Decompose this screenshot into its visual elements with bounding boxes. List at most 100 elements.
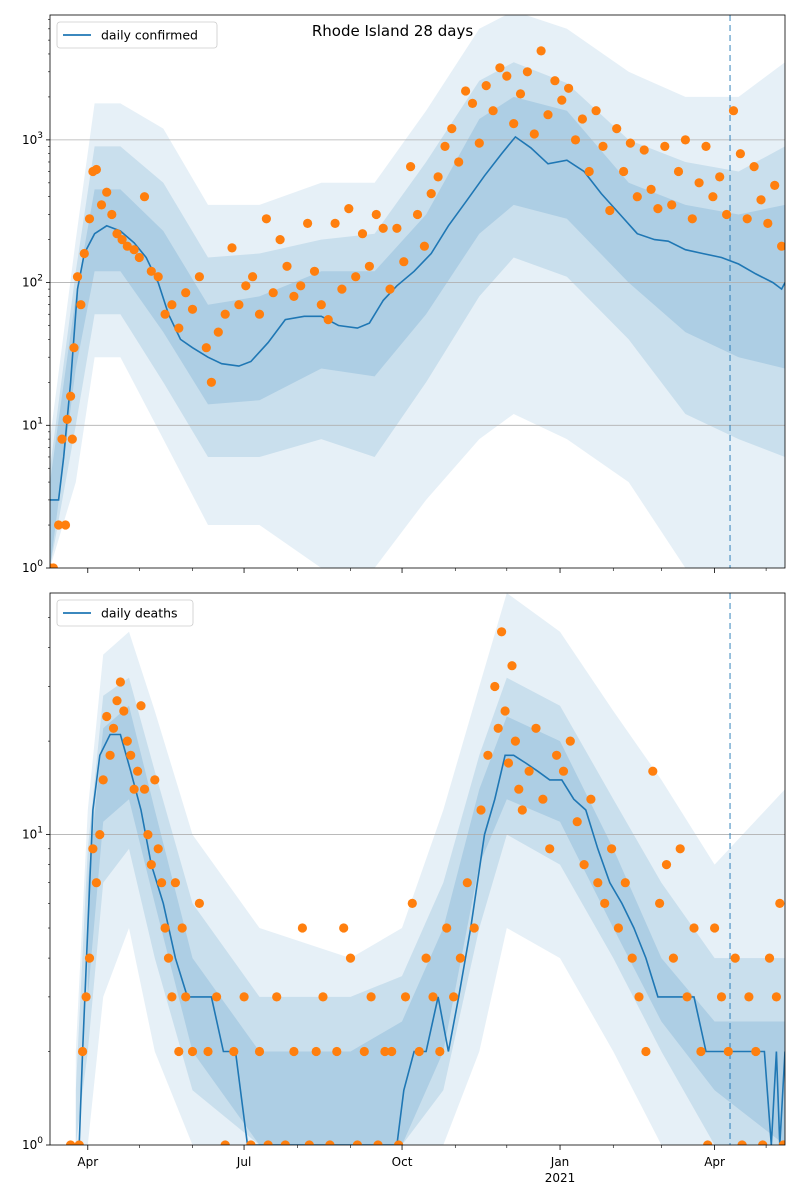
- data-point: [619, 166, 629, 177]
- data-point: [632, 192, 642, 202]
- data-point: [88, 844, 98, 854]
- data-point: [263, 1140, 273, 1145]
- data-point: [490, 681, 500, 692]
- data-point: [454, 157, 464, 167]
- data-point: [289, 1046, 299, 1057]
- data-point: [332, 1046, 342, 1057]
- data-point: [392, 223, 402, 233]
- data-point: [414, 1046, 424, 1057]
- data-point: [730, 953, 740, 963]
- data-point: [98, 775, 108, 785]
- data-point: [351, 272, 361, 282]
- data-point: [668, 953, 679, 963]
- data-point: [694, 178, 704, 188]
- data-point: [194, 272, 204, 282]
- data-point: [502, 71, 512, 81]
- confirmed-panel: 100 101 102 103 Rhode Island 28 days daily co…: [22, 14, 786, 575]
- data-point: [66, 391, 76, 401]
- uncertainty-bands: [75, 593, 785, 1145]
- data-point: [488, 106, 498, 116]
- data-point: [102, 711, 112, 722]
- data-point: [675, 844, 685, 854]
- data-point: [723, 1046, 733, 1057]
- data-point: [76, 300, 86, 310]
- series-line: [78, 733, 785, 1145]
- data-point: [586, 794, 596, 804]
- data-point: [201, 343, 211, 353]
- data-point: [220, 309, 230, 319]
- data-point: [129, 784, 139, 794]
- data-point: [74, 1140, 84, 1145]
- chart-title: Rhode Island 28 days: [312, 22, 473, 40]
- data-point: [323, 315, 333, 325]
- y-tick-label: 101: [22, 826, 43, 842]
- data-point: [181, 288, 191, 298]
- data-point: [227, 243, 237, 253]
- data-point: [304, 1140, 314, 1145]
- data-point: [357, 229, 368, 239]
- data-point: [514, 784, 524, 794]
- data-point: [545, 844, 555, 854]
- data-point: [770, 180, 780, 190]
- uncertainty-bands: [50, 15, 785, 568]
- data-point: [325, 1140, 335, 1145]
- data-point: [309, 266, 320, 276]
- data-point: [212, 992, 222, 1002]
- data-point: [570, 135, 581, 145]
- data-point: [565, 736, 575, 746]
- data-point: [54, 520, 64, 530]
- data-point: [380, 1046, 390, 1057]
- data-point: [469, 923, 479, 933]
- data-point: [163, 953, 174, 963]
- data-point: [50, 563, 58, 568]
- data-point: [174, 323, 184, 333]
- band-2: [87, 705, 785, 1145]
- data-point: [742, 214, 752, 224]
- data-point: [660, 141, 670, 151]
- data-point: [72, 272, 83, 282]
- data-point: [371, 209, 381, 220]
- data-point: [572, 817, 582, 827]
- data-point: [229, 1046, 239, 1057]
- data-point: [522, 67, 533, 77]
- data-point: [579, 860, 589, 870]
- data-point: [421, 953, 431, 963]
- data-point: [146, 266, 156, 276]
- data-point: [577, 114, 588, 124]
- data-point: [318, 992, 328, 1002]
- data-point: [428, 992, 438, 1002]
- data-point: [66, 1140, 76, 1145]
- series-layer: [50, 46, 785, 568]
- data-point: [557, 95, 567, 105]
- y-tick-label: 101: [22, 416, 43, 432]
- data-point: [407, 898, 417, 909]
- data-point: [239, 992, 249, 1002]
- data-point: [412, 209, 423, 220]
- data-point: [653, 204, 663, 214]
- data-point: [673, 166, 684, 177]
- data-point: [591, 106, 601, 116]
- legend-label: daily deaths: [101, 606, 178, 621]
- data-point: [764, 953, 775, 963]
- data-point: [495, 63, 505, 73]
- data-point: [117, 235, 127, 245]
- data-point: [344, 204, 354, 214]
- data-point: [529, 129, 539, 139]
- data-point: [646, 184, 656, 194]
- data-point: [387, 1046, 397, 1057]
- data-point: [639, 145, 649, 155]
- data-point: [119, 706, 129, 716]
- data-point: [316, 300, 326, 310]
- data-point: [359, 1046, 369, 1057]
- deaths-panel: 100 101 Apr Jul Oct Jan 2021 Apr daily deaths: [22, 592, 786, 1185]
- data-point: [268, 288, 278, 298]
- data-point: [600, 898, 610, 909]
- data-point: [289, 291, 299, 301]
- legend: daily deaths: [56, 599, 194, 627]
- data-point: [593, 878, 603, 888]
- data-point: [366, 992, 376, 1002]
- data-point: [254, 309, 265, 319]
- data-point: [206, 377, 216, 387]
- data-point: [296, 281, 306, 291]
- band-0: [50, 15, 785, 568]
